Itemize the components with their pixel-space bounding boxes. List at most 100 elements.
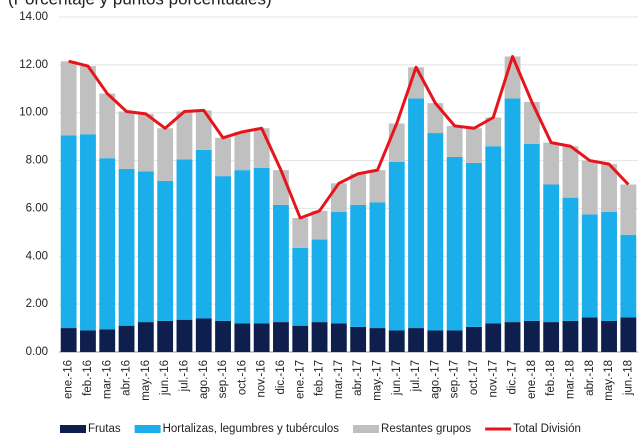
bar-segment	[543, 322, 560, 352]
bar-segment	[80, 66, 96, 135]
bar-segment	[60, 135, 77, 329]
bar-segment	[176, 111, 193, 160]
x-tick-label: may.-17	[371, 360, 383, 401]
bar-segment	[369, 202, 386, 329]
bar-segment	[80, 330, 96, 352]
x-tick-label: feb.-17	[314, 360, 326, 396]
x-tick-label: sep.-17	[449, 360, 461, 398]
y-tick-label: 2.00	[26, 298, 48, 310]
bar-segment	[446, 125, 463, 157]
x-tick-label: oct.-16	[236, 360, 248, 395]
x-tick-label: nov.-17	[487, 360, 499, 398]
bar-segment	[195, 149, 212, 319]
bar-segment	[330, 323, 347, 352]
x-tick-label: feb.-18	[545, 360, 557, 396]
bar-segment	[562, 197, 579, 321]
bar-segment	[311, 322, 328, 352]
legend-swatch	[134, 425, 161, 433]
x-tick-label: dic.-16	[275, 360, 287, 395]
bar-segment	[523, 143, 540, 321]
x-tick-label: jun.-18	[622, 360, 634, 396]
bar-segment	[369, 170, 386, 203]
bar-segment	[195, 318, 212, 352]
bar-segment	[137, 322, 154, 352]
bar-segment	[253, 128, 270, 168]
x-tick-label: jul.-16	[178, 360, 190, 392]
bar-segment	[581, 160, 598, 215]
legend-swatch	[60, 425, 86, 433]
legend-label: Frutas	[88, 423, 121, 435]
x-tick-label: mar.-17	[333, 360, 345, 399]
bar-segment	[504, 322, 521, 352]
y-tick-label: 8.00	[26, 155, 48, 167]
bar-segment	[157, 180, 174, 321]
x-tick-label: ene.-17	[294, 360, 306, 399]
y-tick-label: 12.00	[19, 59, 48, 71]
bar-segment	[523, 320, 540, 352]
x-tick-label: mar.-16	[101, 360, 113, 399]
legend-label: Restantes grupos	[381, 423, 471, 435]
bar-segment	[350, 326, 367, 352]
bar-segment	[234, 323, 251, 352]
bar-segment	[176, 319, 193, 352]
bar-segment	[273, 322, 289, 352]
bar-segment	[485, 146, 502, 324]
bar-segment	[427, 330, 444, 352]
x-tick-label: ene.-16	[63, 360, 75, 399]
bar-segment	[601, 320, 617, 352]
bar-segment	[427, 133, 444, 331]
x-tick-label: nov.-16	[256, 360, 268, 398]
total-line	[68, 54, 630, 220]
x-tick-label: dic.-17	[507, 360, 519, 395]
bar-segment	[292, 218, 309, 248]
x-tick-label: sep.-16	[217, 360, 229, 398]
bar-segment	[330, 212, 347, 324]
x-tick-label: ago.-16	[198, 360, 210, 399]
bar-segment	[581, 317, 598, 352]
bar-segment	[485, 323, 502, 352]
bar-segment	[60, 328, 77, 352]
bar-segment	[446, 156, 463, 331]
bar-segment	[408, 328, 424, 352]
x-tick-label: abr.-18	[584, 360, 596, 396]
bar-segment	[388, 161, 405, 331]
x-tick-label: may.-18	[603, 360, 615, 401]
chart-subtitle: (Porcentaje y puntos porcentuales)	[8, 0, 272, 8]
bar-segment	[620, 317, 637, 352]
bar-segment	[562, 320, 579, 352]
bar-segment	[311, 210, 328, 240]
bar-segment	[466, 162, 482, 327]
bar-segment	[137, 171, 154, 323]
legend-label: Hortalizas, legumbres y tubérculos	[163, 423, 340, 435]
bar-segment	[330, 183, 347, 213]
legend-label: Total División	[513, 423, 581, 435]
bar-segment	[601, 164, 617, 213]
bar-segment	[388, 330, 405, 352]
x-tick-label: jun.-17	[391, 360, 403, 396]
bar-segment	[215, 176, 231, 321]
bar-segment	[523, 101, 540, 144]
bar-segment	[137, 113, 154, 172]
bar-segment	[504, 98, 521, 323]
bar-segment	[562, 146, 579, 198]
bar-segment	[215, 137, 231, 177]
bar-segment	[408, 98, 424, 329]
y-tick-label: 4.00	[26, 250, 48, 262]
y-tick-label: 0.00	[26, 346, 48, 358]
bar-segment	[157, 320, 174, 352]
x-tick-label: ene.-18	[526, 360, 538, 399]
bar-segment	[118, 168, 135, 326]
bar-segment	[620, 234, 637, 318]
x-tick-label: ago.-17	[429, 360, 441, 399]
bar-segment	[60, 61, 77, 136]
bar-segment	[543, 184, 560, 323]
bar-segment	[176, 159, 193, 320]
bar-segment	[485, 117, 502, 147]
bar-segment	[195, 110, 212, 150]
bar-segment	[118, 325, 135, 352]
y-tick-label: 6.00	[26, 202, 48, 214]
bar-segment	[157, 128, 174, 181]
bar-segment	[234, 170, 251, 324]
bar-segment	[253, 167, 270, 324]
bar-segment	[369, 328, 386, 352]
